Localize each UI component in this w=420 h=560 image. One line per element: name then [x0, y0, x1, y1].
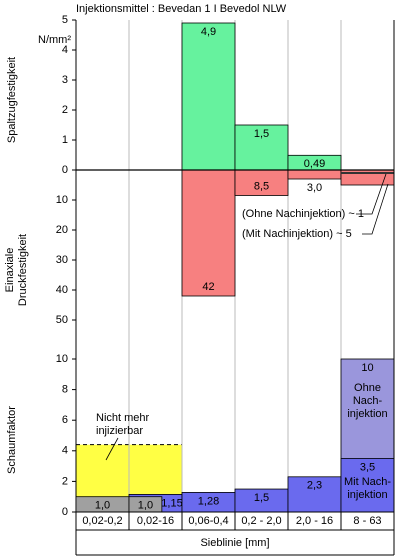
y-axis-label: Spaltzugfestigkeit: [6, 57, 18, 143]
value-label: 1,0: [138, 500, 153, 512]
y-tick-label: 4: [62, 445, 68, 457]
unit-label: N/mm²: [38, 34, 71, 46]
y-tick-label: 8: [62, 384, 68, 396]
y-tick-label: 2: [62, 104, 68, 116]
value-label: 10: [361, 362, 373, 374]
chart-title: Injektionsmittel : Bevedan 1 I Bevedol N…: [76, 3, 287, 15]
x-tick-label: 0,02-0,2: [82, 515, 122, 527]
y-tick-label: 50: [56, 314, 68, 326]
x-tick-label: 8 - 63: [353, 515, 381, 527]
y-tick-label: 20: [56, 224, 68, 236]
y-axis-label: Einaxiale: [4, 248, 16, 293]
region-label: Nicht mehr: [96, 412, 150, 424]
y-tick-label: 1: [62, 134, 68, 146]
x-tick-label: 2,0 - 16: [296, 515, 333, 527]
y-tick-label: 0: [62, 506, 68, 518]
value-label: 1,15: [161, 497, 182, 509]
value-label: 3,0: [307, 182, 322, 194]
y-tick-label: 0: [62, 164, 68, 176]
value-label: 2,3: [307, 480, 322, 492]
bar: [181, 169, 236, 297]
x-tick-label: 0,06-0,4: [188, 515, 228, 527]
leader: [356, 173, 387, 215]
bar: [181, 22, 236, 171]
y-tick-label: 10: [56, 353, 68, 365]
annotation: (Ohne Nachinjektion) ~ 1: [242, 208, 364, 220]
y-tick-label: 30: [56, 254, 68, 266]
value-label: 4,9: [201, 26, 216, 38]
annotation: (Mit Nachinjektion) ~ 5: [242, 228, 352, 240]
annotation: Mit Nach-: [344, 476, 391, 488]
y-axis-label: Druckfestigkeit: [17, 234, 29, 306]
y-tick-label: 4: [62, 44, 68, 56]
annotation: Ohne: [354, 382, 381, 394]
x-axis-label: Sieblinie [mm]: [200, 537, 269, 549]
leader: [362, 183, 389, 235]
value-label: 1,5: [254, 492, 269, 504]
annotation: Nach-: [353, 395, 383, 407]
y-tick-label: 2: [62, 475, 68, 487]
value-label: 8,5: [254, 180, 269, 192]
leader: [105, 437, 119, 461]
x-tick-label: 0,02-16: [137, 515, 174, 527]
value-label: 0,49: [304, 158, 325, 170]
region-label: injizierbar: [96, 425, 143, 437]
bar: [234, 169, 289, 196]
y-axis-label: Schaumfaktor: [6, 406, 18, 474]
y-tick-label: 6: [62, 414, 68, 426]
annotation: injektion: [347, 408, 387, 420]
y-tick-label: 10: [56, 194, 68, 206]
x-tick-label: 0,2 - 2,0: [241, 515, 281, 527]
value-label: 1,5: [254, 128, 269, 140]
y-tick-label: 5: [62, 14, 68, 26]
bar: [287, 476, 342, 513]
value-label: 3,5: [360, 461, 375, 473]
y-tick-label: 3: [62, 74, 68, 86]
value-label: 42: [202, 281, 214, 293]
value-label: 1,0: [95, 500, 110, 512]
value-label: 1,28: [198, 495, 219, 507]
y-tick-label: 40: [56, 284, 68, 296]
bar: [287, 169, 342, 180]
annotation: injektion: [347, 489, 387, 501]
